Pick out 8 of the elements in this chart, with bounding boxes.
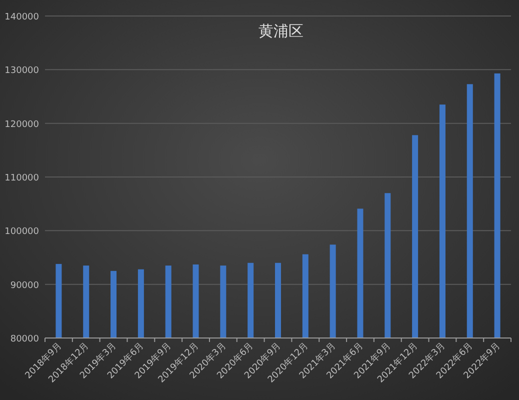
y-tick-label: 110000 [4, 174, 40, 184]
y-tick-label: 90000 [10, 280, 40, 291]
y-tick-label: 80000 [10, 334, 40, 344]
y-tick-label: 130000 [4, 66, 40, 76]
y-tick-label: 100000 [4, 227, 40, 238]
y-tick-label: 120000 [4, 120, 40, 130]
y-tick-label: 140000 [4, 12, 40, 22]
text: 黄浦区 [258, 22, 304, 40]
